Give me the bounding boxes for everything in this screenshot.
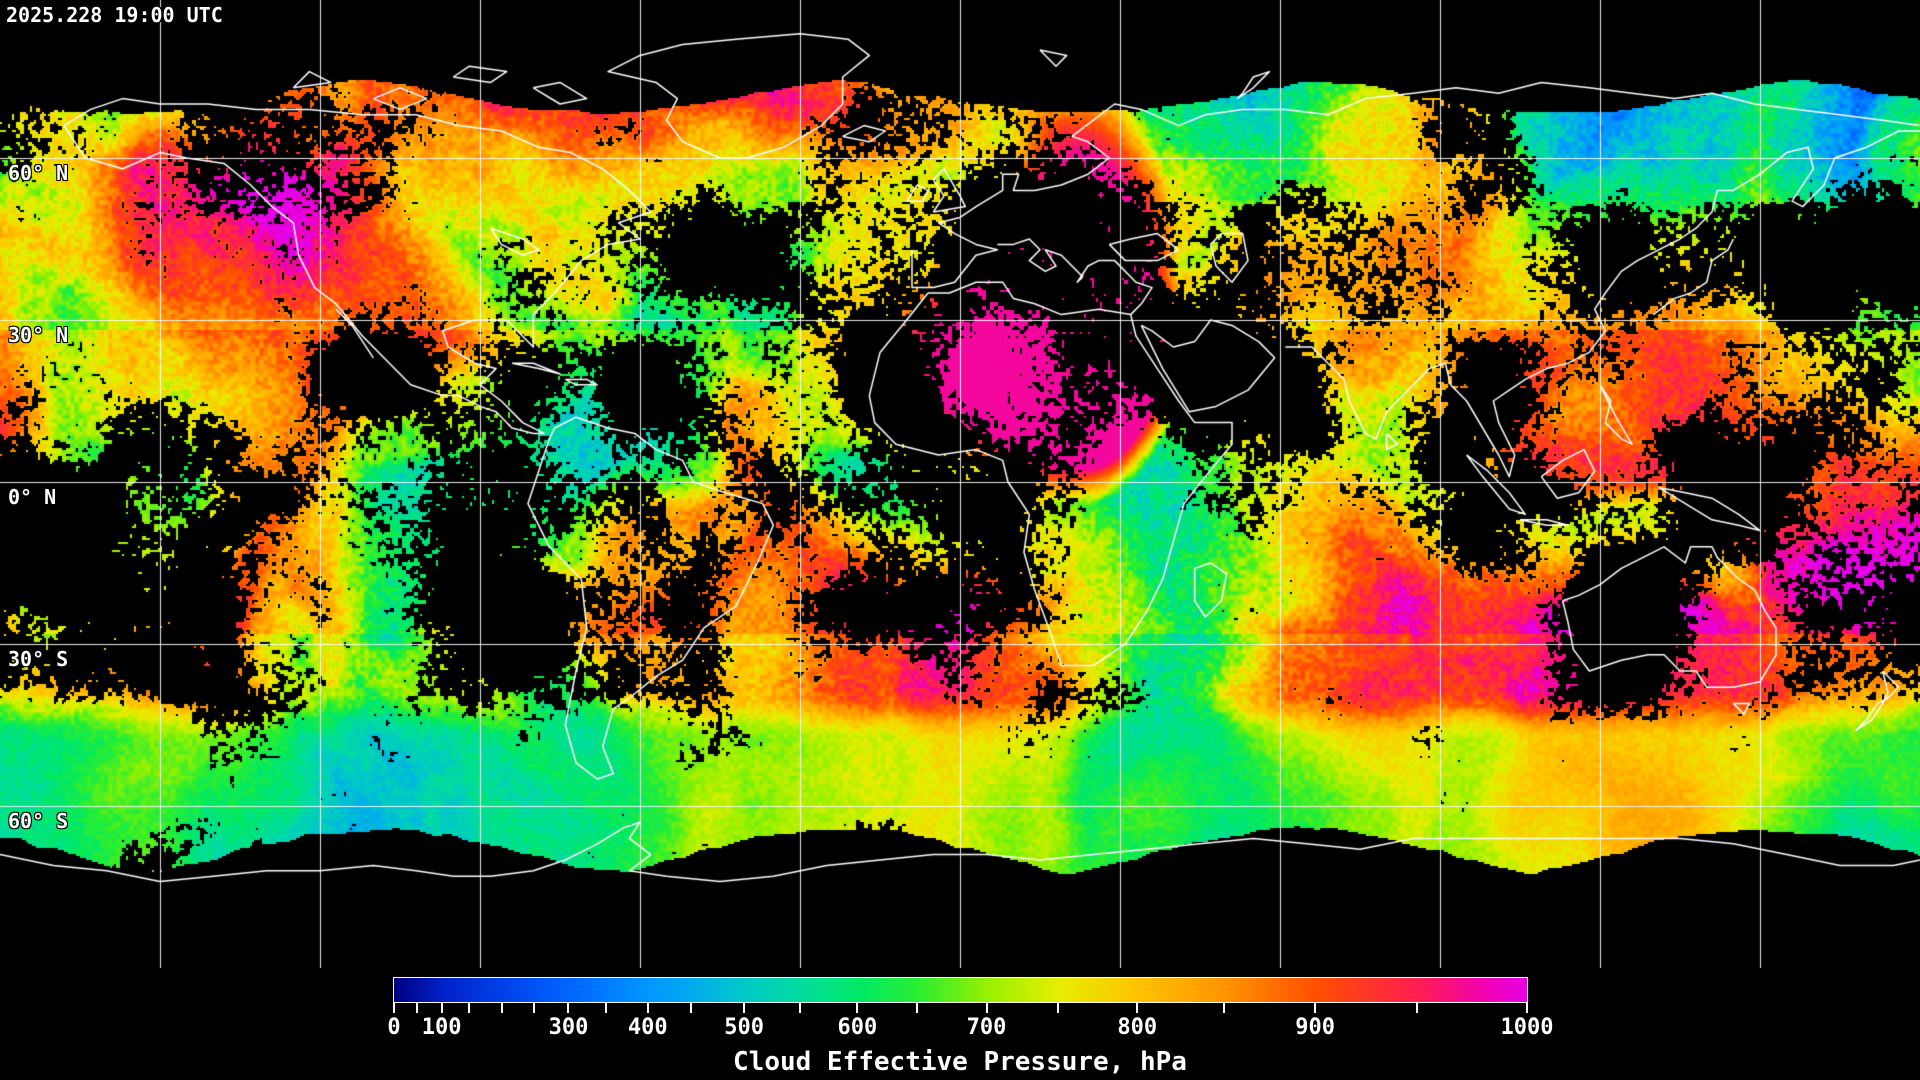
colorbar-tick [1314,1002,1317,1013]
colorbar-tick-label: 800 [1117,1015,1158,1040]
colorbar-tick-label: 300 [548,1015,589,1040]
colorbar-tick [856,1002,859,1013]
colorbar-tick [1136,1002,1139,1013]
colorbar-tick-label: 0 [387,1015,401,1040]
colorbar-tick-label: 1000 [1500,1015,1554,1040]
colorbar-tick-label: 100 [421,1015,462,1040]
colorbar-tick-label: 500 [724,1015,764,1040]
colorbar-tick [567,1002,570,1013]
world-map-canvas [0,0,1920,968]
colorbar-tick [500,1002,503,1013]
colorbar-title: Cloud Effective Pressure, hPa [733,1047,1187,1077]
colorbar-tick [604,1002,607,1013]
latitude-label: 0° N [8,485,57,509]
latitude-label: 60° S [8,809,69,833]
colorbar-tick-label: 400 [627,1015,668,1040]
colorbar: 0 100 300 400 500 600 700 800 900 1000 [387,978,1553,1040]
colorbar-tick [1526,1002,1528,1013]
colorbar-tick [440,1002,443,1013]
colorbar-gradient [394,978,1527,1002]
colorbar-tick [1416,1002,1419,1013]
latitude-label: 60° N [8,161,69,185]
colorbar-tick-label: 600 [837,1015,878,1040]
colorbar-tick [646,1002,649,1013]
colorbar-tick [798,1002,801,1013]
colorbar-tick-label: 700 [966,1015,1007,1040]
colorbar-tick [689,1002,692,1013]
colorbar-tick [743,1002,746,1013]
latitude-label: 30° S [8,647,69,671]
timestamp-label: 2025.228 19:00 UTC [6,3,223,27]
colorbar-tick [985,1002,988,1013]
colorbar-tick-label: 900 [1295,1015,1335,1040]
colorbar-tick [533,1002,536,1013]
colorbar-tick [393,1002,395,1013]
colorbar-tick [415,1002,418,1013]
colorbar-tick [1056,1002,1059,1013]
colorbar-tick [1223,1002,1226,1013]
colorbar-tick [916,1002,919,1013]
colorbar-tick [467,1002,470,1013]
latitude-label: 30° N [8,323,69,347]
